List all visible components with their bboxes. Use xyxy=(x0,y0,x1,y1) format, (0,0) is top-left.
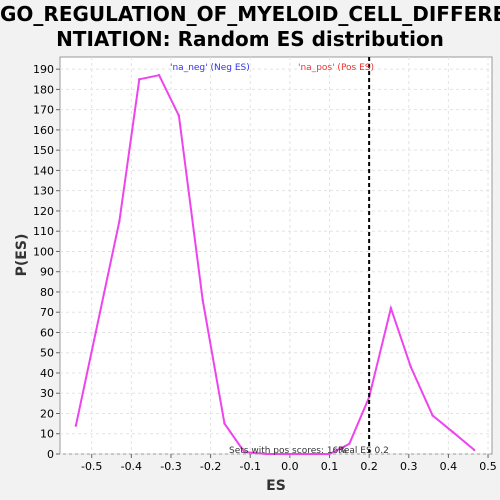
data-point xyxy=(389,306,393,310)
chart-title-line1: GO_REGULATION_OF_MYELOID_CELL_DIFFERE xyxy=(0,2,500,26)
y-axis-title: P(ES) xyxy=(14,234,30,277)
plot-area xyxy=(59,56,493,455)
y-tick-label: 30 xyxy=(40,387,54,400)
data-point xyxy=(472,448,476,452)
x-tick-label: 0.2 xyxy=(360,460,378,473)
data-point xyxy=(74,424,78,427)
x-tick-label: 0.0 xyxy=(281,460,299,473)
x-tick-label: 0.4 xyxy=(440,460,458,473)
y-tick-label: 110 xyxy=(33,225,54,238)
y-tick-label: 190 xyxy=(33,63,54,76)
series-line xyxy=(74,74,475,455)
y-tick-label: 0 xyxy=(47,448,54,461)
y-tick-label: 140 xyxy=(33,164,54,177)
y-tick-label: 130 xyxy=(33,185,54,198)
y-tick-label: 170 xyxy=(33,104,54,117)
x-tick-label: -0.5 xyxy=(81,460,102,473)
data-point xyxy=(201,298,204,302)
data-point xyxy=(284,452,288,456)
y-tick-label: 60 xyxy=(40,326,54,339)
y-tick-label: 100 xyxy=(33,245,54,258)
x-tick-label: -0.4 xyxy=(121,460,142,473)
x-axis-ticks: -0.5 -0.4 -0.3 -0.2 -0.1 0.0 0.1 0.2 0.3 0.4 0.5 xyxy=(81,454,497,473)
data-point xyxy=(409,365,412,369)
y-tick-label: 10 xyxy=(40,428,54,441)
chart-title-line2: NTIATION: Random ES distribution xyxy=(56,27,444,51)
y-tick-label: 80 xyxy=(40,286,54,299)
data-point xyxy=(304,452,307,456)
y-tick-label: 120 xyxy=(33,205,54,218)
sets-pos-scores-label: Sets with pos scores: 16% xyxy=(229,446,347,456)
data-point xyxy=(177,114,181,117)
y-tick-label: 180 xyxy=(33,83,54,96)
grid-lines xyxy=(60,57,492,455)
y-tick-label: 90 xyxy=(40,266,54,279)
data-point xyxy=(451,430,454,433)
data-point xyxy=(118,219,121,223)
y-tick-label: 40 xyxy=(40,367,54,380)
y-tick-label: 160 xyxy=(33,124,54,137)
x-tick-label: 0.1 xyxy=(321,460,339,473)
y-tick-label: 50 xyxy=(40,347,54,360)
data-point xyxy=(431,414,434,417)
data-point xyxy=(138,78,141,81)
neg-es-label: 'na_neg' (Neg ES) xyxy=(170,63,250,73)
y-tick-label: 150 xyxy=(33,144,54,157)
y-tick-label: 20 xyxy=(40,407,54,420)
x-tick-label: -0.1 xyxy=(240,460,261,473)
y-axis-ticks: 0 10 20 30 40 50 60 70 80 90 100 110 120 130 140 150 160… xyxy=(33,63,60,461)
data-point xyxy=(243,450,246,454)
data-point xyxy=(348,442,351,446)
real-es-label: Real ES 0.2 xyxy=(338,446,389,456)
x-tick-label: 0.3 xyxy=(400,460,418,473)
data-point xyxy=(94,331,97,334)
x-tick-label: -0.3 xyxy=(160,460,181,473)
x-tick-label: 0.5 xyxy=(479,460,497,473)
data-point xyxy=(223,422,226,425)
x-axis-title: ES xyxy=(266,478,286,494)
data-point xyxy=(157,74,161,77)
data-point xyxy=(264,452,268,456)
chart-title: GO_REGULATION_OF_MYELOID_CELL_DIFFERE NT… xyxy=(0,2,500,52)
series-layer xyxy=(74,74,476,456)
pos-es-label: 'na_pos' (Pos ES) xyxy=(298,63,374,73)
data-point xyxy=(328,452,331,456)
x-tick-label: -0.2 xyxy=(200,460,221,473)
y-tick-label: 70 xyxy=(40,306,54,319)
